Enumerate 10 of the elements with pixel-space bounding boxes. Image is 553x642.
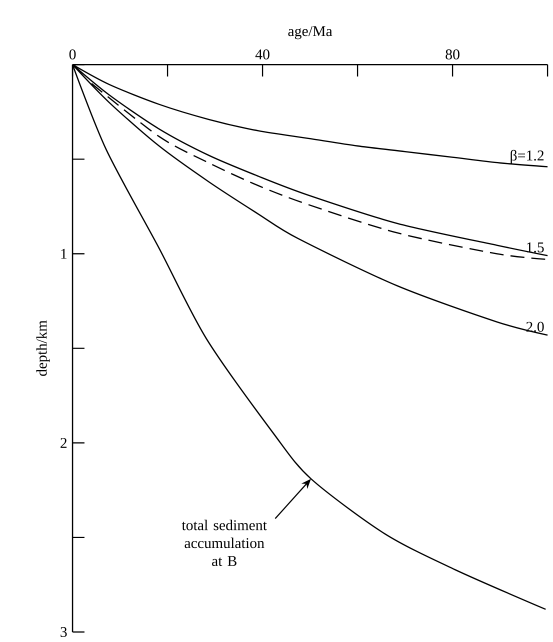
y-axis-title: depth/km	[36, 320, 50, 376]
y-tick-label: 2	[60, 438, 67, 448]
y-tick-label: 3	[60, 627, 68, 638]
x-tick-label: 80	[446, 49, 460, 60]
annotation: total sediment accumulation at B	[182, 520, 268, 566]
x-axis-title: age/Ma	[288, 26, 332, 40]
x-tick-label: 40	[256, 49, 270, 60]
x-tick-label: 0	[70, 49, 76, 60]
y-tick-label: 1	[61, 248, 67, 259]
series-label: β=1.2	[510, 150, 544, 164]
